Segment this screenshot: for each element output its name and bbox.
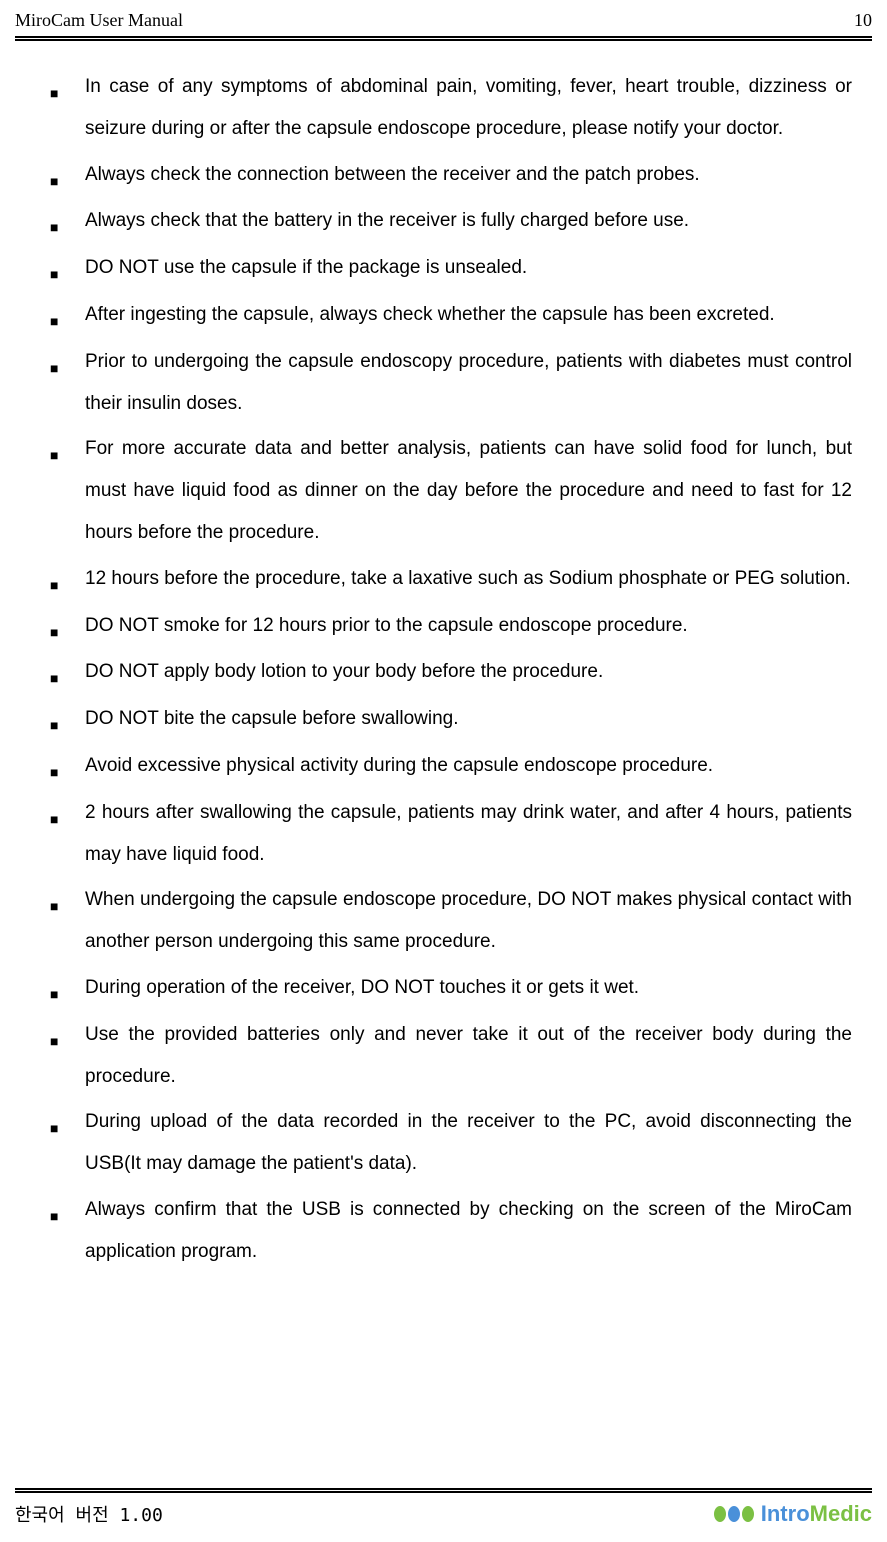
bullet-icon: ■ <box>50 605 85 648</box>
footer-divider <box>15 1488 872 1493</box>
list-item: ■ 2 hours after swallowing the capsule, … <box>50 792 852 876</box>
logo-petal-icon <box>742 1506 754 1522</box>
logo-text: IntroMedic <box>761 1501 872 1527</box>
bullet-icon: ■ <box>50 745 85 788</box>
bullet-icon: ■ <box>50 294 85 337</box>
logo-petal-icon <box>728 1506 740 1522</box>
bullet-text: 12 hours before the procedure, take a la… <box>85 558 852 601</box>
bullet-icon: ■ <box>50 792 85 876</box>
bullet-text: DO NOT use the capsule if the package is… <box>85 247 852 290</box>
footer-content: 한국어 버전 1.00 IntroMedic <box>0 1501 887 1527</box>
bullet-icon: ■ <box>50 1014 85 1098</box>
bullet-text: Use the provided batteries only and neve… <box>85 1014 852 1098</box>
bullet-text: DO NOT apply body lotion to your body be… <box>85 651 852 694</box>
list-item: ■ After ingesting the capsule, always ch… <box>50 294 852 337</box>
document-title: MiroCam User Manual <box>15 10 183 31</box>
bullet-text: Always check the connection between the … <box>85 154 852 197</box>
document-footer: 한국어 버전 1.00 IntroMedic <box>0 1488 887 1527</box>
list-item: ■ 12 hours before the procedure, take a … <box>50 558 852 601</box>
list-item: ■ DO NOT apply body lotion to your body … <box>50 651 852 694</box>
bullet-text: For more accurate data and better analys… <box>85 428 852 553</box>
bullet-text: Always check that the battery in the rec… <box>85 200 852 243</box>
document-header: MiroCam User Manual 10 <box>0 0 887 36</box>
bullet-text: DO NOT smoke for 12 hours prior to the c… <box>85 605 852 648</box>
bullet-icon: ■ <box>50 698 85 741</box>
list-item: ■ Always check that the battery in the r… <box>50 200 852 243</box>
bullet-icon: ■ <box>50 428 85 553</box>
list-item: ■ For more accurate data and better anal… <box>50 428 852 553</box>
logo-icon <box>714 1506 754 1522</box>
list-item: ■ DO NOT smoke for 12 hours prior to the… <box>50 605 852 648</box>
bullet-text: During upload of the data recorded in th… <box>85 1101 852 1185</box>
version-text: 한국어 버전 1.00 <box>15 1501 163 1527</box>
bullet-icon: ■ <box>50 200 85 243</box>
warnings-list: ■ In case of any symptoms of abdominal p… <box>50 66 852 1273</box>
bullet-text: During operation of the receiver, DO NOT… <box>85 967 852 1010</box>
bullet-text: Prior to undergoing the capsule endoscop… <box>85 341 852 425</box>
list-item: ■ During upload of the data recorded in … <box>50 1101 852 1185</box>
list-item: ■ During operation of the receiver, DO N… <box>50 967 852 1010</box>
bullet-text: Avoid excessive physical activity during… <box>85 745 852 788</box>
list-item: ■ DO NOT use the capsule if the package … <box>50 247 852 290</box>
bullet-text: When undergoing the capsule endoscope pr… <box>85 879 852 963</box>
logo-medic-text: Medic <box>810 1501 872 1526</box>
bullet-icon: ■ <box>50 66 85 150</box>
list-item: ■ In case of any symptoms of abdominal p… <box>50 66 852 150</box>
bullet-icon: ■ <box>50 341 85 425</box>
bullet-text: 2 hours after swallowing the capsule, pa… <box>85 792 852 876</box>
bullet-text: In case of any symptoms of abdominal pai… <box>85 66 852 150</box>
bullet-icon: ■ <box>50 1101 85 1185</box>
page-number: 10 <box>854 10 872 31</box>
list-item: ■ Avoid excessive physical activity duri… <box>50 745 852 788</box>
bullet-text: DO NOT bite the capsule before swallowin… <box>85 698 852 741</box>
intromedic-logo: IntroMedic <box>714 1501 872 1527</box>
logo-petal-icon <box>714 1506 726 1522</box>
bullet-text: Always confirm that the USB is connected… <box>85 1189 852 1273</box>
bullet-icon: ■ <box>50 1189 85 1273</box>
bullet-text: After ingesting the capsule, always chec… <box>85 294 852 337</box>
list-item: ■ Use the provided batteries only and ne… <box>50 1014 852 1098</box>
document-content: ■ In case of any symptoms of abdominal p… <box>0 41 887 1273</box>
bullet-icon: ■ <box>50 651 85 694</box>
bullet-icon: ■ <box>50 247 85 290</box>
bullet-icon: ■ <box>50 879 85 963</box>
list-item: ■ DO NOT bite the capsule before swallow… <box>50 698 852 741</box>
list-item: ■ Always check the connection between th… <box>50 154 852 197</box>
logo-intro-text: Intro <box>761 1501 810 1526</box>
bullet-icon: ■ <box>50 967 85 1010</box>
bullet-icon: ■ <box>50 154 85 197</box>
list-item: ■ When undergoing the capsule endoscope … <box>50 879 852 963</box>
bullet-icon: ■ <box>50 558 85 601</box>
list-item: ■ Prior to undergoing the capsule endosc… <box>50 341 852 425</box>
list-item: ■ Always confirm that the USB is connect… <box>50 1189 852 1273</box>
